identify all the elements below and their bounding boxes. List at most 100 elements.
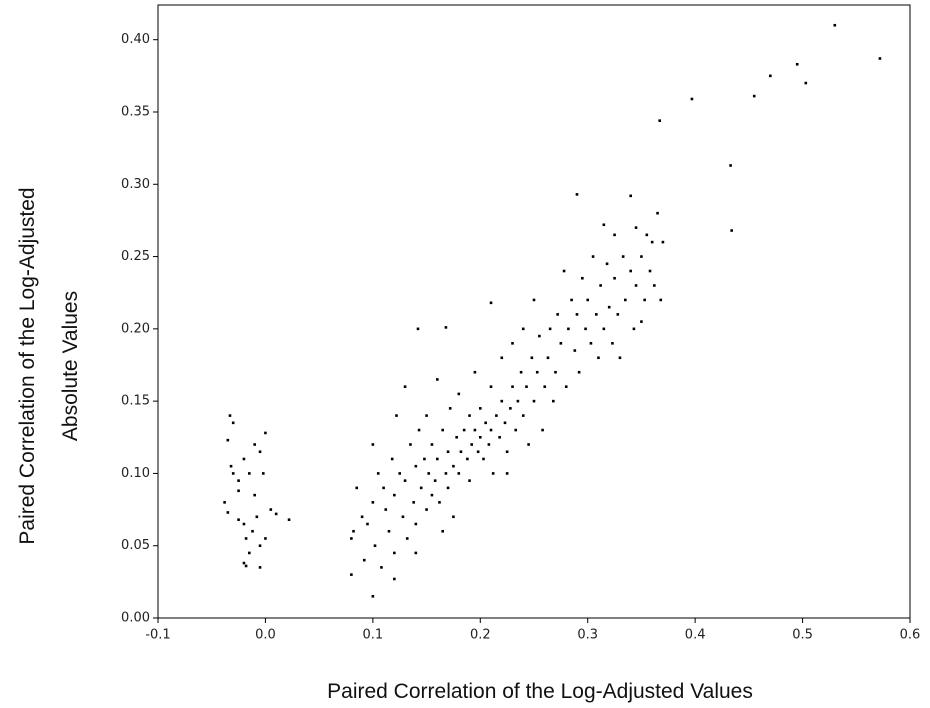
point bbox=[223, 501, 226, 504]
point bbox=[430, 493, 434, 497]
point bbox=[532, 399, 536, 403]
point bbox=[575, 193, 579, 196]
point bbox=[264, 431, 267, 435]
point bbox=[567, 327, 570, 331]
point bbox=[441, 529, 444, 533]
point bbox=[425, 508, 428, 511]
point bbox=[535, 370, 539, 374]
point bbox=[530, 356, 534, 360]
point bbox=[752, 94, 756, 98]
point bbox=[409, 443, 412, 446]
point bbox=[395, 414, 398, 417]
point bbox=[570, 298, 573, 302]
point bbox=[658, 119, 661, 122]
point bbox=[489, 301, 493, 305]
point bbox=[352, 529, 355, 533]
point bbox=[457, 472, 461, 475]
point bbox=[577, 370, 581, 374]
point bbox=[242, 522, 246, 526]
point bbox=[452, 464, 455, 468]
y-tick-label: 0.35 bbox=[121, 104, 150, 119]
point bbox=[398, 472, 402, 475]
point bbox=[634, 284, 638, 287]
point bbox=[503, 421, 507, 425]
y-tick-label: 0.05 bbox=[121, 538, 150, 553]
point bbox=[269, 508, 273, 511]
point bbox=[251, 529, 254, 533]
point bbox=[659, 298, 663, 302]
point bbox=[287, 518, 291, 521]
point bbox=[226, 438, 230, 442]
y-axis-title: Paired Correlation of the Log-Adjusted A… bbox=[16, 187, 82, 544]
point bbox=[489, 385, 493, 388]
point bbox=[559, 342, 563, 345]
point bbox=[444, 326, 448, 329]
point bbox=[258, 450, 262, 454]
point bbox=[595, 313, 598, 316]
point bbox=[613, 233, 616, 237]
point bbox=[452, 515, 455, 519]
point bbox=[255, 515, 259, 519]
x-tick-label: 0.3 bbox=[577, 628, 598, 643]
point bbox=[645, 233, 649, 237]
x-tick-label: 0.0 bbox=[255, 628, 276, 643]
point bbox=[516, 399, 520, 403]
point bbox=[586, 298, 590, 302]
point bbox=[244, 564, 248, 568]
point bbox=[414, 551, 418, 555]
point bbox=[237, 489, 240, 493]
point bbox=[376, 472, 380, 475]
point bbox=[521, 414, 525, 417]
point bbox=[618, 356, 622, 360]
point bbox=[476, 450, 480, 454]
point bbox=[355, 486, 359, 490]
point bbox=[441, 428, 444, 432]
point bbox=[878, 57, 882, 60]
x-tick-label: 0.2 bbox=[470, 628, 491, 643]
point bbox=[495, 414, 498, 417]
point bbox=[769, 74, 772, 78]
point bbox=[274, 512, 278, 516]
point bbox=[509, 407, 512, 410]
point bbox=[248, 472, 251, 475]
point bbox=[584, 327, 587, 331]
point bbox=[729, 164, 732, 167]
point bbox=[446, 450, 450, 454]
point bbox=[393, 577, 396, 581]
point bbox=[581, 276, 584, 280]
point bbox=[253, 493, 256, 497]
point bbox=[602, 223, 606, 227]
point bbox=[468, 479, 471, 482]
point bbox=[448, 407, 452, 410]
point bbox=[643, 298, 646, 302]
point bbox=[491, 472, 495, 475]
point bbox=[414, 464, 418, 468]
point bbox=[237, 518, 240, 521]
point bbox=[525, 385, 528, 388]
point bbox=[556, 313, 559, 316]
point bbox=[253, 443, 256, 446]
point bbox=[478, 407, 482, 410]
point bbox=[629, 194, 632, 198]
y-tick-label: 0.40 bbox=[121, 32, 150, 47]
point bbox=[514, 428, 518, 432]
point bbox=[484, 421, 487, 425]
point bbox=[602, 327, 606, 331]
point bbox=[248, 551, 251, 555]
point bbox=[605, 262, 609, 266]
point bbox=[473, 370, 477, 374]
point bbox=[629, 269, 632, 273]
point bbox=[393, 551, 396, 555]
point bbox=[403, 385, 407, 388]
point bbox=[634, 226, 638, 229]
point bbox=[366, 522, 369, 526]
point bbox=[640, 255, 643, 258]
point bbox=[226, 511, 230, 514]
point bbox=[564, 385, 568, 388]
point bbox=[489, 428, 493, 432]
point bbox=[462, 428, 466, 432]
point bbox=[444, 472, 448, 475]
point bbox=[231, 472, 235, 475]
point bbox=[632, 327, 636, 331]
point bbox=[804, 81, 808, 85]
